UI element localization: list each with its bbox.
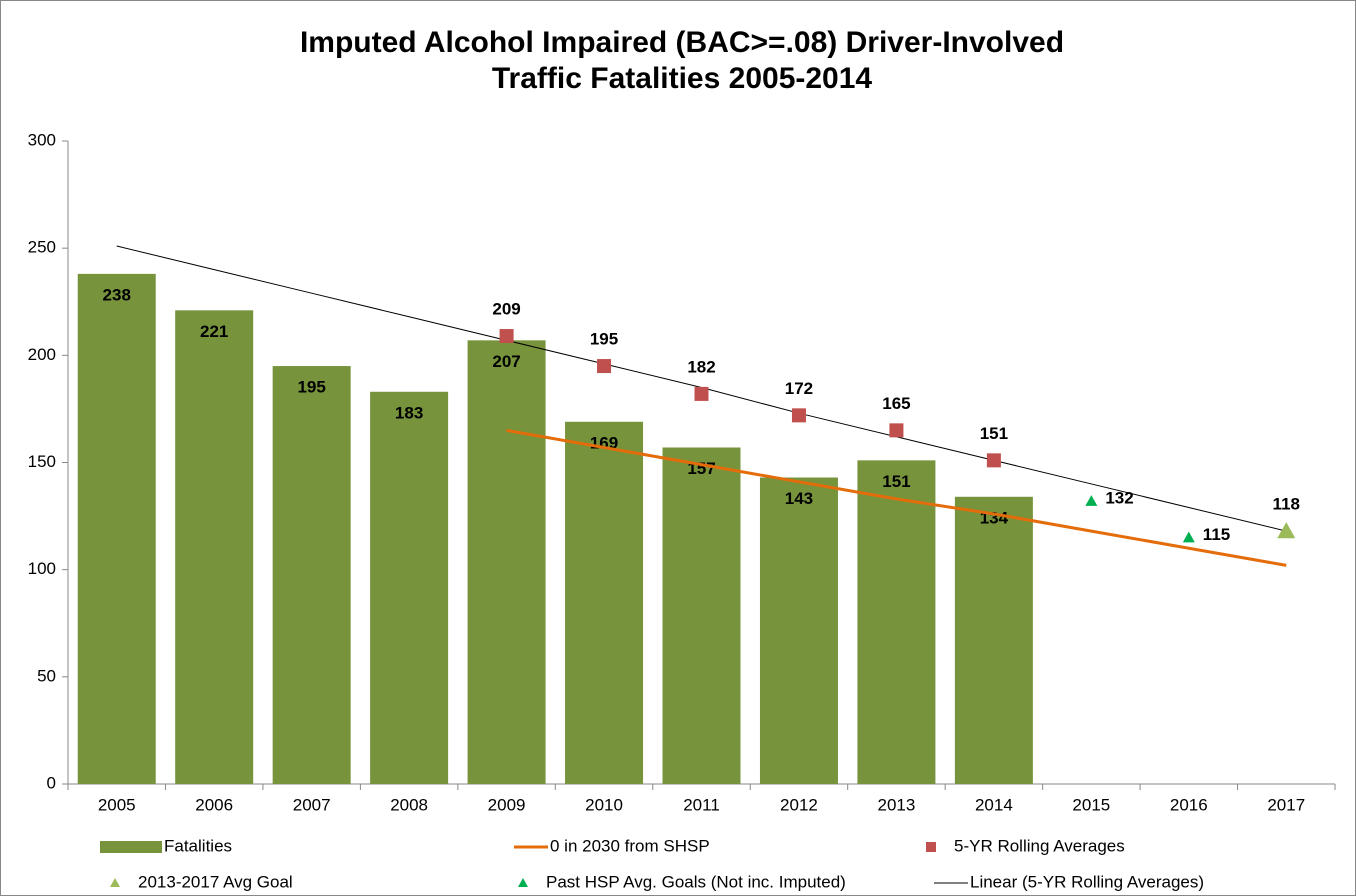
y-tick-label: 50 <box>37 666 56 685</box>
bar <box>272 366 351 784</box>
point-label: 118 <box>1273 495 1300 514</box>
legend-label: Past HSP Avg. Goals (Not inc. Imputed) <box>546 872 846 891</box>
bar <box>857 460 936 784</box>
legend-swatch <box>100 841 162 853</box>
marker <box>597 359 612 374</box>
bar <box>370 391 449 784</box>
y-tick-label: 300 <box>28 130 56 149</box>
x-tick-label: 2006 <box>195 795 233 814</box>
point-label: 172 <box>785 379 813 398</box>
point-label: 132 <box>1105 489 1133 508</box>
legend-swatch <box>518 878 528 887</box>
bar-label: 183 <box>395 403 423 422</box>
bar <box>77 273 156 784</box>
legend-swatch <box>110 878 120 887</box>
marker <box>986 453 1001 468</box>
bar-label: 195 <box>297 378 325 397</box>
y-tick-label: 150 <box>28 452 56 471</box>
x-tick-label: 2014 <box>975 795 1013 814</box>
legend-swatch <box>926 842 936 852</box>
bar-label: 238 <box>103 285 131 304</box>
point-label: 209 <box>492 300 520 319</box>
x-tick-label: 2007 <box>293 795 331 814</box>
y-tick-label: 200 <box>28 345 56 364</box>
point-label: 115 <box>1203 525 1230 544</box>
point-label: 165 <box>882 394 910 413</box>
bar <box>662 447 741 784</box>
point-label: 151 <box>980 424 1008 443</box>
bar <box>467 340 546 784</box>
legend-label: 2013-2017 Avg Goal <box>138 872 293 891</box>
y-tick-label: 0 <box>47 773 56 792</box>
x-tick-label: 2017 <box>1267 795 1305 814</box>
bar-label: 221 <box>200 322 228 341</box>
bar <box>759 477 838 784</box>
legend-label: 5-YR Rolling Averages <box>954 836 1125 855</box>
bar <box>954 496 1033 784</box>
marker <box>889 423 904 438</box>
y-tick-label: 100 <box>28 559 56 578</box>
line <box>506 428 1287 567</box>
x-tick-label: 2012 <box>780 795 818 814</box>
x-tick-label: 2013 <box>878 795 916 814</box>
x-tick-label: 2008 <box>390 795 428 814</box>
marker <box>499 329 514 344</box>
marker <box>1085 495 1098 506</box>
bar-label: 143 <box>785 489 813 508</box>
bar <box>565 421 644 784</box>
chart-title: Traffic Fatalities 2005-2014 <box>492 62 873 95</box>
x-tick-label: 2009 <box>488 795 526 814</box>
point-label: 182 <box>687 357 715 376</box>
chart-title: Imputed Alcohol Impaired (BAC>=.08) Driv… <box>300 26 1064 59</box>
legend-label: Linear (5-YR Rolling Averages) <box>970 872 1204 891</box>
bar-label: 151 <box>882 472 910 491</box>
marker <box>791 408 806 423</box>
marker <box>694 386 709 401</box>
x-tick-label: 2005 <box>98 795 136 814</box>
marker <box>1277 522 1296 539</box>
legend-label: Fatalities <box>164 836 232 855</box>
marker <box>1182 531 1195 543</box>
x-tick-label: 2016 <box>1170 795 1208 814</box>
x-tick-label: 2015 <box>1072 795 1110 814</box>
bar-label: 207 <box>492 352 520 371</box>
bar <box>175 310 254 784</box>
point-label: 195 <box>590 330 618 349</box>
legend-label: 0 in 2030 from SHSP <box>550 836 710 855</box>
y-tick-label: 250 <box>28 238 56 257</box>
x-tick-label: 2011 <box>683 795 720 814</box>
x-tick-label: 2010 <box>585 795 623 814</box>
